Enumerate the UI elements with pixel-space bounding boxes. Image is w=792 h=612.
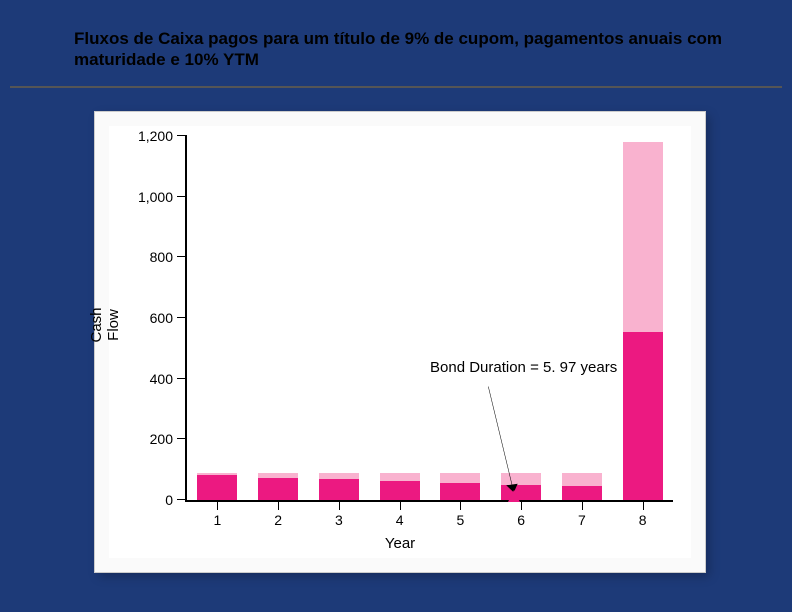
- x-tick: [582, 500, 583, 510]
- y-tick: [177, 438, 187, 439]
- bar-pv: [562, 486, 602, 500]
- y-tick: [177, 256, 187, 257]
- slide: Fluxos de Caixa pagos para um título de …: [0, 0, 792, 612]
- x-tick-label: 3: [335, 512, 343, 528]
- x-tick: [278, 500, 279, 510]
- chart-inner: Cash Flow 02004006008001,0001,2001234567…: [109, 126, 691, 558]
- plot-area: 02004006008001,0001,20012345678Bond Dura…: [185, 136, 673, 502]
- y-tick: [177, 378, 187, 379]
- x-tick-label: 4: [396, 512, 404, 528]
- bar-pv: [197, 475, 237, 500]
- chart-container: Cash Flow 02004006008001,0001,2001234567…: [95, 112, 705, 572]
- x-tick-label: 7: [578, 512, 586, 528]
- y-tick: [177, 499, 187, 500]
- bar-pv: [623, 332, 663, 500]
- y-tick-label: 800: [150, 249, 173, 265]
- duration-annotation: Bond Duration = 5. 97 years: [430, 359, 617, 376]
- title-rule: [10, 86, 782, 88]
- x-tick: [643, 500, 644, 510]
- x-axis-label: Year: [109, 535, 691, 552]
- x-tick-label: 6: [517, 512, 525, 528]
- x-tick: [217, 500, 218, 510]
- bar-pv: [319, 479, 359, 500]
- y-tick-label: 1,200: [138, 128, 173, 144]
- y-tick-label: 200: [150, 431, 173, 447]
- duration-marker-icon: [508, 490, 520, 502]
- x-tick: [460, 500, 461, 510]
- y-tick: [177, 135, 187, 136]
- y-tick-label: 1,000: [138, 189, 173, 205]
- x-tick: [400, 500, 401, 510]
- bar-pv: [440, 483, 480, 500]
- x-tick: [521, 500, 522, 510]
- bar-pv: [258, 478, 298, 500]
- x-tick-label: 1: [213, 512, 221, 528]
- x-tick: [339, 500, 340, 510]
- y-tick: [177, 317, 187, 318]
- arrow-overlay: [187, 136, 673, 500]
- y-tick-label: 0: [165, 492, 173, 508]
- slide-title-text: Fluxos de Caixa pagos para um título de …: [74, 29, 722, 69]
- bar-pv: [380, 481, 420, 500]
- y-tick: [177, 196, 187, 197]
- slide-title: Fluxos de Caixa pagos para um título de …: [74, 28, 742, 71]
- x-tick-label: 2: [274, 512, 282, 528]
- x-tick-label: 5: [456, 512, 464, 528]
- x-tick-label: 8: [639, 512, 647, 528]
- y-tick-label: 600: [150, 310, 173, 326]
- y-tick-label: 400: [150, 371, 173, 387]
